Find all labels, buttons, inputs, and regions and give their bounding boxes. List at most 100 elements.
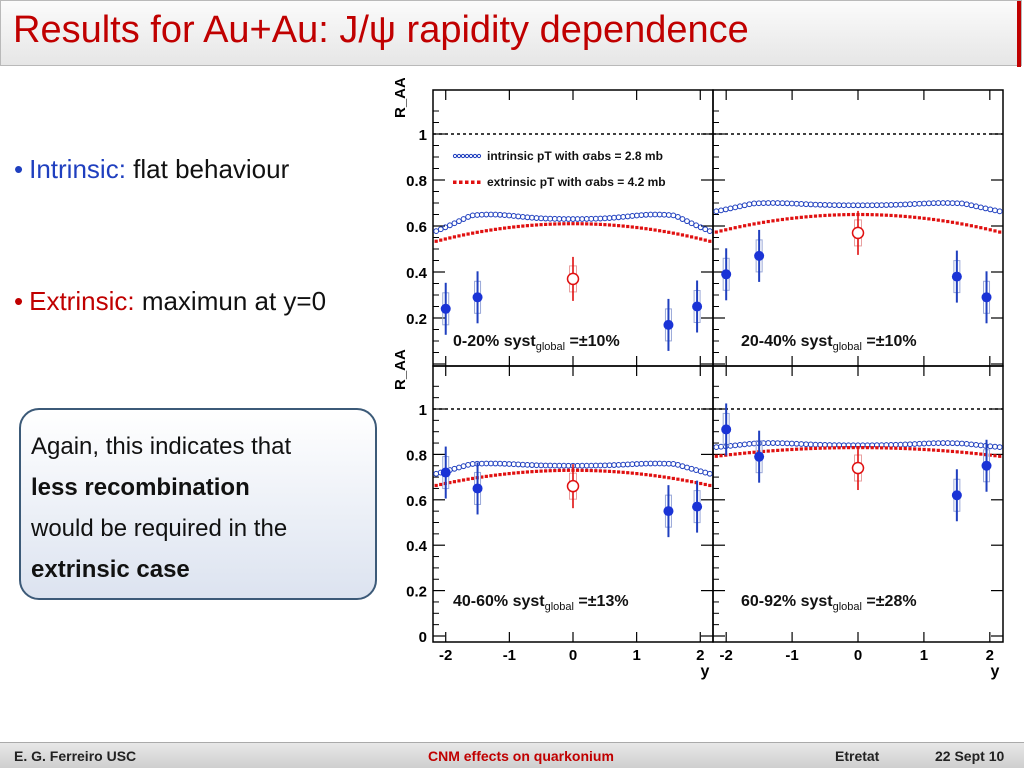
extrinsic-model-point [685, 479, 689, 483]
intrinsic-model-point [615, 214, 622, 221]
extrinsic-model-point [603, 223, 607, 227]
extrinsic-model-point [983, 227, 988, 231]
extrinsic-model-point [548, 469, 552, 473]
extrinsic-model-point [993, 229, 997, 233]
extrinsic-model-point [594, 469, 598, 473]
bullet-dot: • [14, 154, 24, 184]
extrinsic-model-point [804, 215, 808, 219]
forward-data-point [663, 319, 674, 330]
panel-1: 0-20% systglobal =±10% [432, 89, 714, 367]
extrinsic-model-point [823, 446, 827, 450]
intrinsic-model-point [916, 200, 923, 207]
intrinsic-model-point [817, 201, 824, 208]
bullet-dot: • [14, 286, 24, 316]
legend-swatch [477, 180, 481, 184]
extrinsic-model-point [861, 445, 865, 450]
extrinsic-model-point [612, 223, 616, 227]
extrinsic-model-point [794, 216, 799, 220]
y-axis-title: R_AA [392, 78, 409, 118]
callout-line-3: would be required in the [31, 515, 288, 542]
extrinsic-model-point [719, 229, 723, 233]
extrinsic-model-point [466, 232, 470, 236]
extrinsic-model-point [875, 213, 879, 217]
extrinsic-model-point [974, 225, 978, 229]
extrinsic-model-point [544, 222, 548, 227]
intrinsic-model-point [718, 207, 724, 214]
bullet-label: Extrinsic: [29, 286, 135, 316]
x-tick-label: 0 [569, 647, 577, 664]
intrinsic-model-point [925, 200, 932, 207]
y-tick-label: 0.6 [406, 493, 427, 510]
extrinsic-model-point [936, 218, 940, 222]
panel-2: 20-40% systglobal =±10% [712, 89, 1004, 367]
extrinsic-model-point [557, 468, 561, 473]
legend-swatch [460, 153, 466, 159]
intrinsic-model-point [629, 213, 636, 219]
extrinsic-model-point [502, 472, 507, 476]
extrinsic-model-point [658, 474, 662, 478]
extrinsic-model-point [648, 473, 653, 477]
extrinsic-model-point [566, 222, 571, 226]
extrinsic-model-point [480, 475, 484, 479]
y-tick-label: 0 [419, 629, 427, 646]
extrinsic-model-point [738, 225, 742, 229]
extrinsic-model-point [743, 451, 747, 455]
intrinsic-model-point [693, 467, 700, 473]
intrinsic-model-point [788, 440, 795, 447]
extrinsic-model-point [771, 219, 775, 223]
extrinsic-model-point [598, 469, 602, 473]
y-tick-label: 0.8 [406, 173, 427, 190]
intrinsic-model-point [679, 463, 686, 470]
bullet-label: Intrinsic: [29, 154, 126, 184]
raa-figure-svg: 0-20% systglobal =±10% 20-40% systglobal … [392, 77, 1004, 680]
extrinsic-model-point [988, 228, 992, 232]
intrinsic-model-point [940, 200, 946, 206]
extrinsic-model-point [658, 229, 662, 233]
bullet-intrinsic: • Intrinsic: flat behaviour [14, 154, 289, 185]
extrinsic-model-point [525, 224, 529, 228]
intrinsic-model-point [779, 440, 786, 447]
intrinsic-model-point [697, 468, 704, 475]
intrinsic-model-point [987, 443, 994, 450]
extrinsic-model-point [667, 230, 671, 234]
extrinsic-model-point [747, 451, 751, 455]
intrinsic-model-point [624, 213, 631, 220]
intrinsic-model-point [460, 216, 467, 222]
mid-data-point [566, 272, 580, 286]
extrinsic-model-point [988, 453, 992, 457]
intrinsic-model-point [451, 465, 458, 472]
extrinsic-model-point [794, 447, 799, 451]
intrinsic-model-point [727, 205, 734, 212]
extrinsic-model-point [617, 470, 621, 474]
y-axis-title: R_AA [392, 349, 409, 390]
extrinsic-model-point [927, 448, 931, 452]
extrinsic-model-point [832, 446, 836, 450]
extrinsic-model-point [809, 214, 813, 219]
intrinsic-model-point [916, 440, 923, 447]
extrinsic-model-point [639, 472, 644, 476]
intrinsic-model-point [949, 440, 956, 447]
intrinsic-model-point [959, 200, 965, 207]
extrinsic-model-point [484, 474, 488, 478]
intrinsic-model-point [911, 441, 918, 447]
extrinsic-model-point [621, 470, 625, 474]
legend-swatch [476, 153, 482, 159]
legend-swatch [471, 180, 475, 184]
extrinsic-model-point [575, 222, 580, 226]
intrinsic-model-point [973, 441, 979, 448]
extrinsic-model-point [757, 221, 761, 225]
extrinsic-model-point [703, 238, 707, 242]
forward-data-point [472, 292, 483, 303]
intrinsic-model-point [713, 208, 720, 215]
intrinsic-model-point [456, 464, 462, 471]
extrinsic-model-point [851, 212, 855, 217]
extrinsic-model-point [946, 219, 950, 224]
intrinsic-model-point [907, 441, 913, 448]
intrinsic-model-point [774, 440, 781, 446]
intrinsic-model-point [996, 208, 1003, 215]
intrinsic-model-point [883, 202, 890, 208]
slide-title: Results for Au+Au: J/ψ rapidity dependen… [13, 9, 749, 51]
extrinsic-model-point [452, 480, 457, 484]
extrinsic-model-point [507, 471, 511, 476]
extrinsic-model-point [998, 230, 1002, 234]
